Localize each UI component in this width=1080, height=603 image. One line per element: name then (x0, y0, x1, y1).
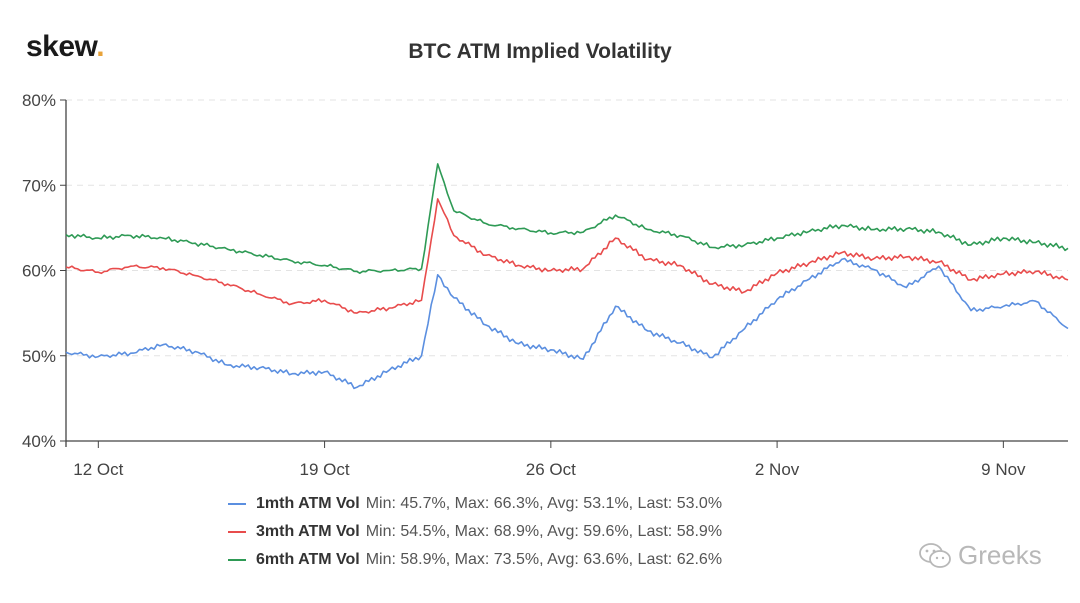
skew-logo: skew. (26, 30, 105, 64)
legend-stats-1mth: Min: 45.7%, Max: 66.3%, Avg: 53.1%, Last… (365, 495, 723, 512)
legend-swatch-6mth (228, 559, 246, 561)
x-tick-label: 9 Nov (981, 460, 1026, 479)
series-line-2[interactable] (65, 198, 1069, 314)
y-tick-label-60: 60% (22, 262, 56, 281)
logo-dot: . (96, 30, 105, 63)
x-tick-label: 2 Nov (755, 460, 800, 479)
x-axis-ticks: 12 Oct 19 Oct 26 Oct 2 Nov 9 Nov (73, 441, 1026, 479)
legend-item-3mth[interactable]: 3mth ATM Vol Min: 54.5%, Max: 68.9%, Avg… (228, 518, 722, 546)
legend-swatch-3mth (228, 531, 246, 533)
legend-stats-6mth: Min: 58.9%, Max: 73.5%, Avg: 63.6%, Last… (365, 551, 723, 568)
legend-stats-3mth: Min: 54.5%, Max: 68.9%, Avg: 59.6%, Last… (365, 523, 723, 540)
legend-label-6mth: 6mth ATM Vol (256, 551, 360, 568)
logo-text: skew (26, 30, 97, 63)
series-line-3[interactable] (65, 163, 1069, 274)
chart-title: BTC ATM Implied Volatility (408, 40, 672, 63)
y-tick-label-80: 80% (22, 91, 56, 110)
legend-item-1mth[interactable]: 1mth ATM Vol Min: 45.7%, Max: 66.3%, Avg… (228, 490, 722, 518)
x-tick-label: 19 Oct (300, 460, 350, 479)
legend-swatch-1mth (228, 503, 246, 505)
y-tick-label-50: 50% (22, 347, 56, 366)
watermark: Greeks (918, 540, 1042, 571)
x-tick-label: 26 Oct (526, 460, 576, 479)
watermark-text: Greeks (958, 540, 1042, 570)
chart-grid (65, 99, 1068, 447)
legend-label-1mth: 1mth ATM Vol (256, 495, 360, 512)
y-tick-label-70: 70% (22, 176, 56, 195)
legend-label-3mth: 3mth ATM Vol (256, 523, 360, 540)
series-lines (65, 163, 1069, 390)
chart-legend: 1mth ATM Vol Min: 45.7%, Max: 66.3%, Avg… (228, 490, 722, 574)
series-line-1[interactable] (65, 257, 1069, 390)
wechat-icon (919, 542, 951, 568)
legend-item-6mth[interactable]: 6mth ATM Vol Min: 58.9%, Max: 73.5%, Avg… (228, 546, 722, 574)
y-axis-ticks: 40% 50% 60% 70% 80% (22, 91, 66, 451)
x-tick-label: 12 Oct (73, 460, 123, 479)
y-tick-label-40: 40% (22, 432, 56, 451)
